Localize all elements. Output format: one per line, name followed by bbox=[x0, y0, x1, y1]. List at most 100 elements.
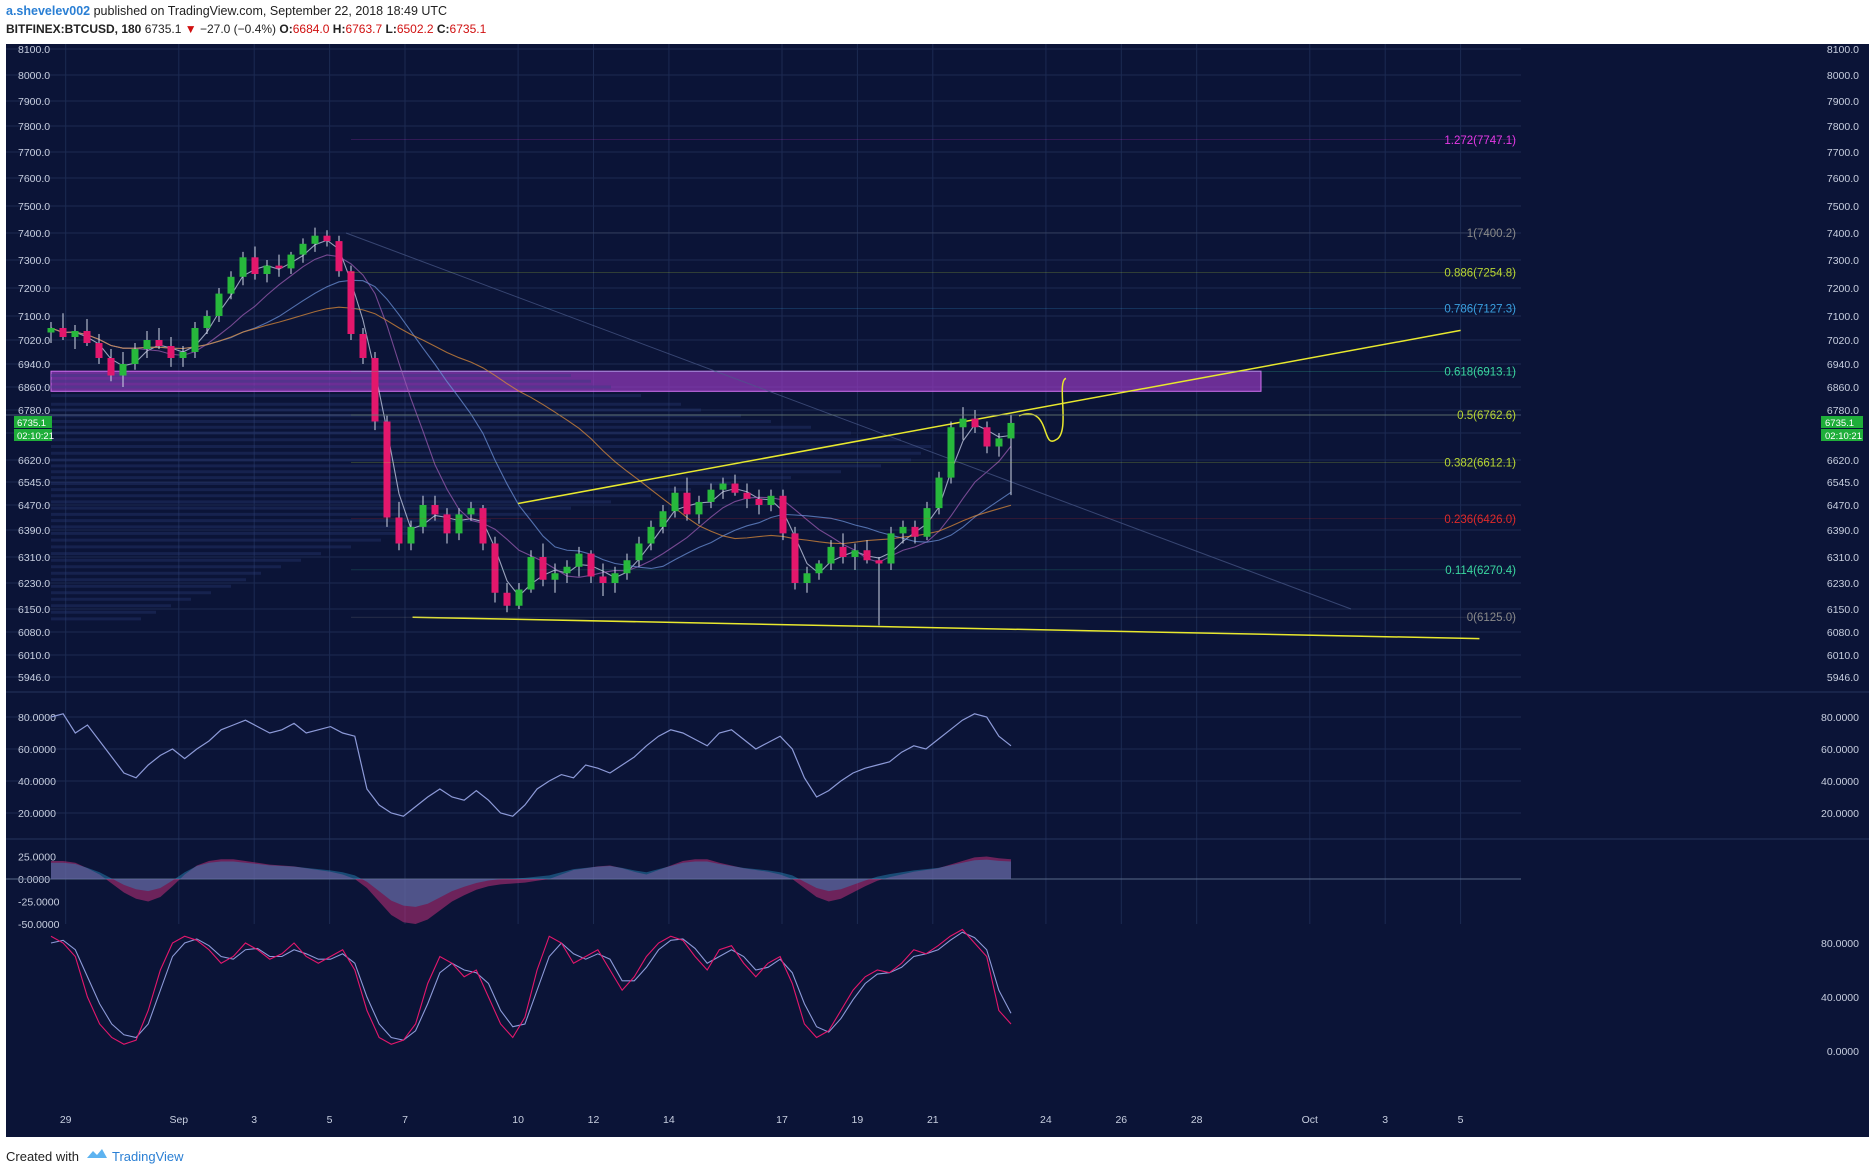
candle-up bbox=[71, 331, 79, 337]
candle-up bbox=[179, 352, 187, 358]
candle-up bbox=[995, 438, 1003, 447]
candle-down bbox=[275, 265, 283, 269]
candle-up bbox=[215, 293, 223, 316]
published-text: published on TradingView.com, September … bbox=[93, 4, 448, 18]
fib-level-label: 1(7400.2) bbox=[1467, 228, 1516, 240]
price-tick-left: 8100.0 bbox=[18, 44, 50, 56]
rsi-tick-right: 40.0000 bbox=[1821, 776, 1859, 788]
candle-down bbox=[251, 257, 259, 274]
price-tick-left: 6080.0 bbox=[18, 627, 50, 639]
diagonal-reference-line bbox=[345, 232, 1352, 610]
price-tick-right: 6390.0 bbox=[1827, 525, 1859, 537]
last-price: 6735.1 bbox=[144, 22, 182, 36]
price-tick-right: 6010.0 bbox=[1827, 650, 1859, 662]
candle-down bbox=[323, 235, 331, 242]
candle-up bbox=[923, 508, 931, 537]
candle-down bbox=[347, 271, 355, 334]
high-value: 6763.7 bbox=[345, 22, 383, 36]
time-tick: 29 bbox=[60, 1114, 72, 1126]
chart-footer: Created with TradingView bbox=[0, 1137, 1875, 1172]
price-tick-right: 8100.0 bbox=[1827, 44, 1859, 56]
price-tick-left: 6230.0 bbox=[18, 578, 50, 590]
candle-up bbox=[575, 553, 583, 567]
tradingview-brand-link[interactable]: TradingView bbox=[112, 1149, 184, 1164]
high-label: H: bbox=[332, 22, 346, 36]
candle-up bbox=[611, 573, 619, 583]
price-tick-right: 7300.0 bbox=[1827, 255, 1859, 267]
candle-up bbox=[551, 573, 559, 580]
candle-down bbox=[83, 331, 91, 343]
price-tick-right: 7020.0 bbox=[1827, 335, 1859, 347]
countdown-tag-left-text: 02:10:21 bbox=[17, 431, 54, 442]
time-tick: 28 bbox=[1191, 1114, 1203, 1126]
candle-down bbox=[863, 550, 871, 561]
candle-down bbox=[167, 346, 175, 358]
rsi-tick-left: 20.0000 bbox=[18, 808, 56, 820]
symbol-label[interactable]: BITFINEX:BTCUSD, 180 bbox=[6, 22, 142, 36]
time-tick: 14 bbox=[663, 1114, 675, 1126]
candle-down bbox=[731, 483, 739, 493]
price-tick-left: 8000.0 bbox=[18, 70, 50, 82]
last-price-tag-left-text: 6735.1 bbox=[17, 418, 46, 429]
price-tick-right: 6620.0 bbox=[1827, 455, 1859, 467]
candle-down bbox=[95, 343, 103, 358]
price-tick-right: 7200.0 bbox=[1827, 283, 1859, 295]
rsi-tick-left: 60.0000 bbox=[18, 744, 56, 756]
candle-down bbox=[155, 340, 163, 346]
price-tick-right: 7600.0 bbox=[1827, 173, 1859, 185]
projected-path-line bbox=[1018, 377, 1067, 442]
fib-level-label: 0.114(6270.4) bbox=[1445, 565, 1516, 577]
candle-up bbox=[659, 511, 667, 527]
time-tick: 7 bbox=[402, 1114, 408, 1126]
osc-tick-right: 0.0000 bbox=[1827, 1046, 1859, 1058]
candle-down bbox=[443, 514, 451, 534]
price-tick-left: 6780.0 bbox=[18, 405, 50, 417]
fib-level-label: 0.236(6426.0) bbox=[1444, 514, 1516, 526]
candle-down bbox=[779, 495, 787, 534]
candle-up bbox=[695, 501, 703, 515]
candle-down bbox=[107, 358, 115, 376]
ascending-resistance-trendline bbox=[517, 329, 1461, 505]
candle-down bbox=[971, 418, 979, 428]
candle-down bbox=[395, 517, 403, 544]
publish-line: a.shevelev002 published on TradingView.c… bbox=[6, 4, 447, 18]
price-change: −27.0 (−0.4%) bbox=[199, 22, 277, 36]
chart-canvas[interactable]: 1.272(7747.1) 1(7400.2) 0.886(7254.8) 0.786… bbox=[6, 44, 1869, 1137]
price-tick-left: 6940.0 bbox=[18, 359, 50, 371]
chart-area[interactable]: 1.272(7747.1) 1(7400.2) 0.886(7254.8) 0.786… bbox=[6, 44, 1869, 1137]
candle-up bbox=[299, 243, 307, 255]
price-tick-left: 6470.0 bbox=[18, 500, 50, 512]
osc-tick-right: 80.0000 bbox=[1821, 938, 1859, 950]
candle-up bbox=[767, 495, 775, 505]
price-tick-left: 7700.0 bbox=[18, 147, 50, 159]
time-tick: 3 bbox=[251, 1114, 257, 1126]
candle-up bbox=[647, 526, 655, 544]
time-tick: 26 bbox=[1115, 1114, 1127, 1126]
price-tick-left: 7600.0 bbox=[18, 173, 50, 185]
candle-down bbox=[431, 505, 439, 515]
candle-up bbox=[947, 427, 955, 478]
candle-up bbox=[1007, 422, 1015, 439]
open-value: 6684.0 bbox=[292, 22, 330, 36]
price-tick-right: 7700.0 bbox=[1827, 147, 1859, 159]
price-tick-left: 7020.0 bbox=[18, 335, 50, 347]
osc-tick-left: 25.0000 bbox=[18, 852, 56, 864]
candle-up bbox=[827, 546, 835, 564]
price-tick-left: 7300.0 bbox=[18, 255, 50, 267]
candle-up bbox=[719, 483, 727, 490]
price-tick-right: 7500.0 bbox=[1827, 201, 1859, 213]
author-link[interactable]: a.shevelev002 bbox=[6, 4, 91, 18]
price-tick-right: 6470.0 bbox=[1827, 500, 1859, 512]
price-tick-right: 6940.0 bbox=[1827, 359, 1859, 371]
fib-level-label: 0.886(7254.8) bbox=[1444, 268, 1516, 280]
candle-up bbox=[899, 526, 907, 534]
price-tick-left: 6860.0 bbox=[18, 382, 50, 394]
time-tick: 12 bbox=[588, 1114, 600, 1126]
candle-down bbox=[491, 543, 499, 593]
countdown-tag-right-text: 02:10:21 bbox=[1825, 431, 1862, 442]
time-tick: 10 bbox=[512, 1114, 524, 1126]
candle-up bbox=[47, 328, 55, 333]
candle-up bbox=[635, 543, 643, 561]
low-label: L: bbox=[385, 22, 397, 36]
candle-down bbox=[875, 560, 883, 564]
